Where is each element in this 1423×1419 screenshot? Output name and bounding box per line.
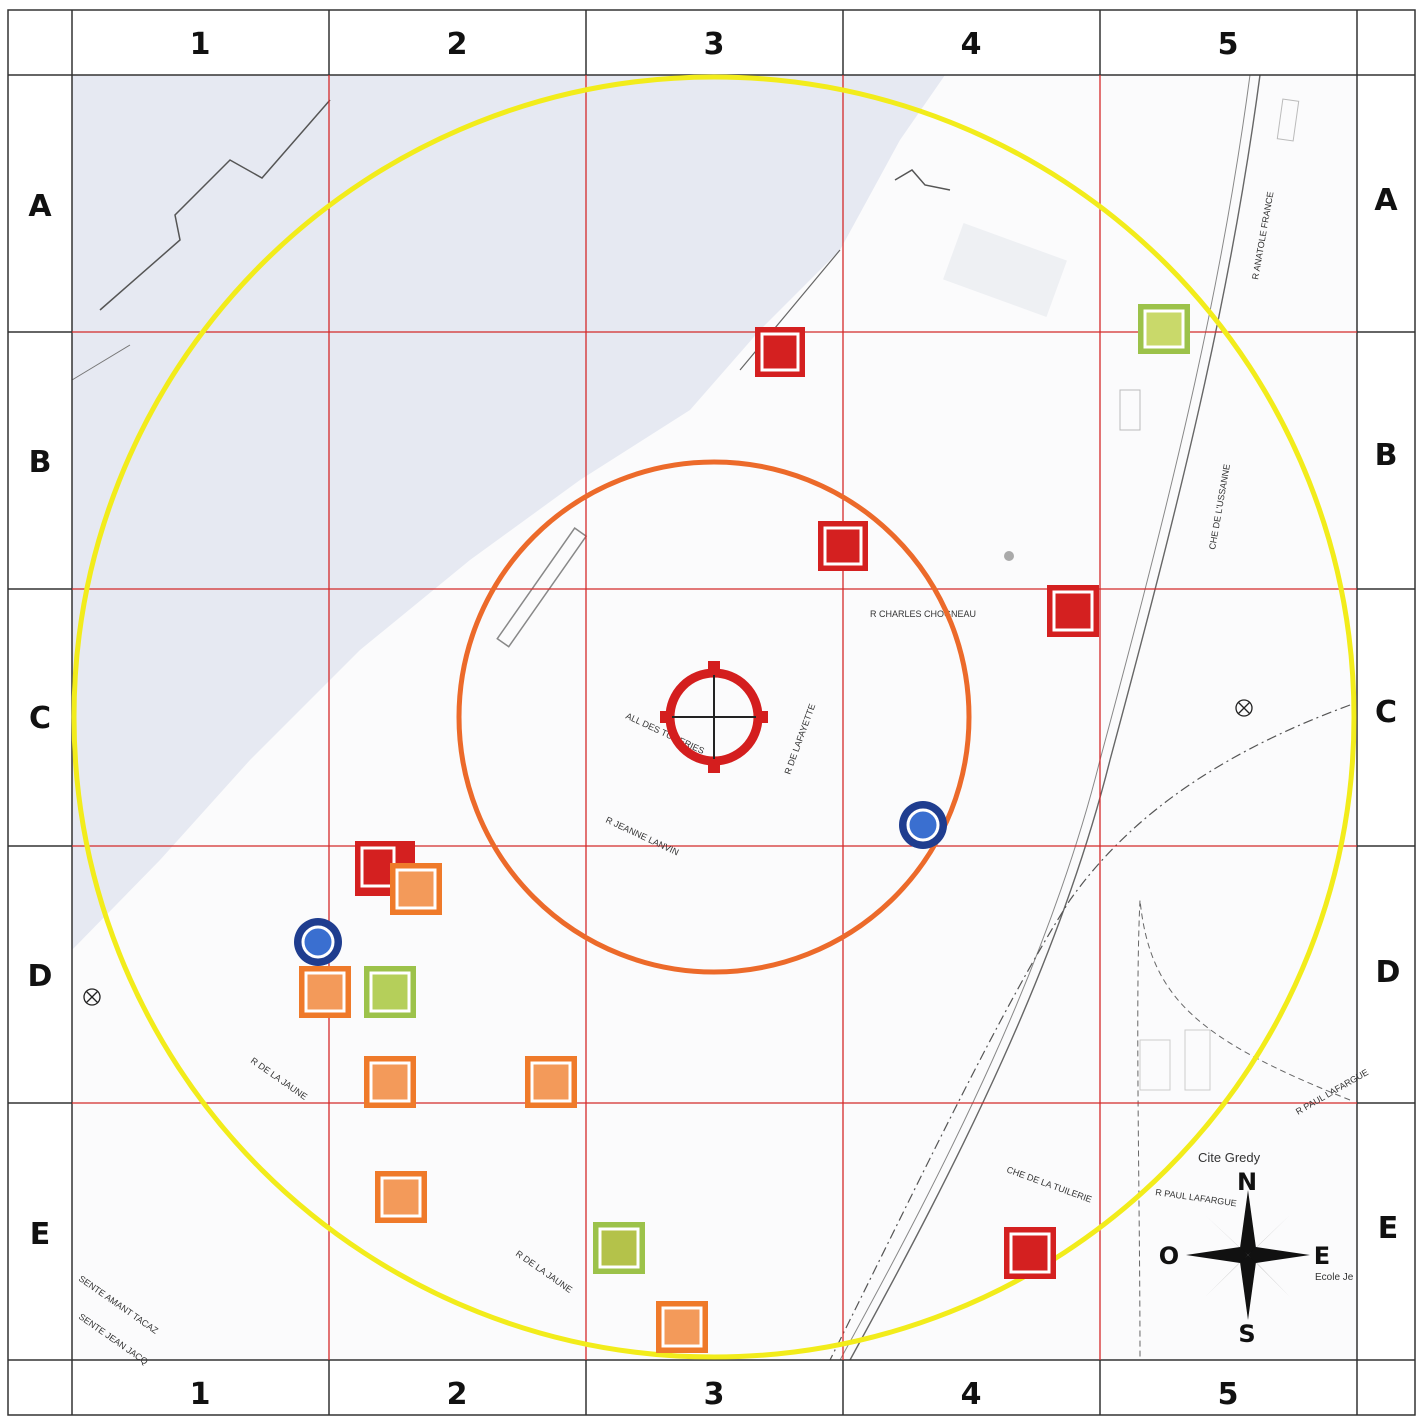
red-square-marker: [1004, 1227, 1056, 1279]
crossed-circle-icon: [83, 988, 101, 1006]
column-label: 2: [447, 27, 468, 62]
compass-south-label: S: [1238, 1320, 1255, 1348]
street-label: Ecole Je: [1315, 1272, 1354, 1283]
inner-radius-ring: [456, 459, 972, 975]
orange-square-marker: [525, 1056, 577, 1108]
row-label: D: [1376, 955, 1401, 990]
orange-square-marker: [299, 966, 351, 1018]
orange-square-marker: [375, 1171, 427, 1223]
crossed-circle-icon: [1235, 699, 1253, 717]
green-square-marker: [364, 966, 416, 1018]
row-label: E: [1378, 1211, 1399, 1246]
row-labels-left: A B C D E: [28, 189, 53, 1252]
compass-east-label: E: [1314, 1242, 1330, 1270]
street-label: R CHARLES CHOGNEAU: [870, 609, 976, 619]
column-label: 4: [961, 1377, 982, 1412]
row-label: A: [28, 189, 52, 224]
orange-square-marker: [656, 1301, 708, 1353]
grid-frame: [7, 9, 1416, 1416]
quay-line: [99, 99, 331, 311]
orange-square-marker: [390, 863, 442, 915]
red-square-marker: [818, 521, 868, 571]
column-label: 4: [961, 27, 982, 62]
blue-circle-marker: [294, 918, 342, 966]
compass-north-label: N: [1237, 1168, 1257, 1196]
compass-west-label: O: [1159, 1242, 1179, 1270]
row-label: C: [29, 701, 51, 736]
row-label: E: [30, 1217, 51, 1252]
row-label: A: [1374, 183, 1398, 218]
column-label: 5: [1218, 1377, 1239, 1412]
column-label: 2: [447, 1377, 468, 1412]
green-square-marker: [1138, 304, 1190, 354]
row-label: D: [28, 959, 53, 994]
column-labels-bottom: 1 2 3 4 5: [190, 1377, 1239, 1412]
column-label: 1: [190, 1377, 211, 1412]
row-labels-right: A B C D E: [1374, 183, 1400, 1246]
street-label: Cite Gredy: [1198, 1150, 1261, 1165]
target-crosshair-icon: [660, 661, 768, 773]
row-label: C: [1375, 695, 1397, 730]
orange-square-marker: [364, 1056, 416, 1108]
map-grid-lines: [72, 75, 1357, 1360]
compass-rose-icon: N S E O: [1159, 1168, 1330, 1348]
red-square-marker: [1047, 585, 1099, 637]
column-label: 3: [704, 1377, 725, 1412]
column-label: 1: [190, 27, 211, 62]
column-label: 5: [1218, 27, 1239, 62]
column-label: 3: [704, 27, 725, 62]
green-square-marker: [593, 1222, 645, 1274]
blue-circle-marker: [899, 801, 947, 849]
row-label: B: [29, 445, 52, 480]
markers: [294, 304, 1190, 1353]
crossed-circle-symbols: [83, 699, 1253, 1006]
red-square-marker: [755, 327, 805, 377]
outer-radius-ring: [71, 74, 1357, 1360]
row-label: B: [1375, 438, 1398, 473]
railway-line: [849, 74, 1261, 1361]
column-labels-top: 1 2 3 4 5: [190, 27, 1239, 62]
river-area: [72, 75, 945, 950]
